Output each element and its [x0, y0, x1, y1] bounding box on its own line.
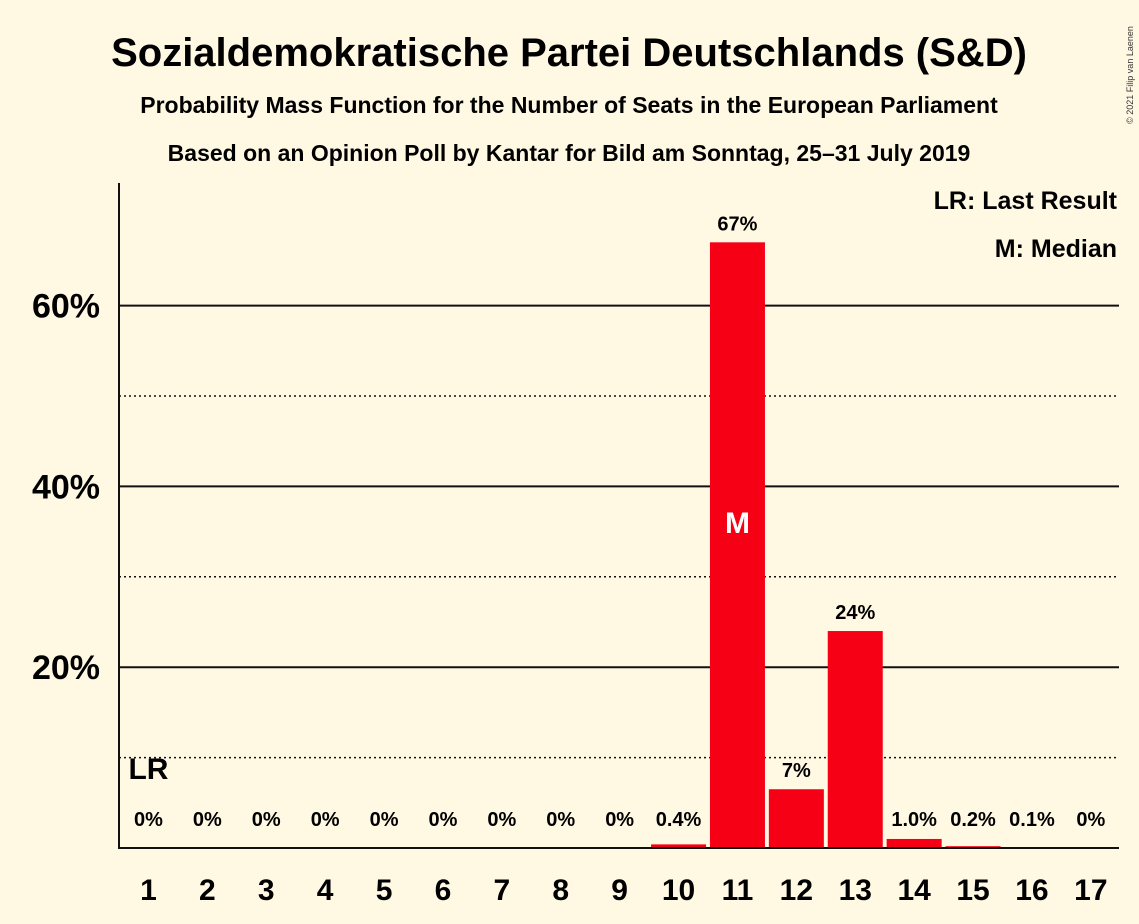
- bar-value-label: 0.2%: [950, 809, 996, 831]
- median-marker: M: [725, 507, 750, 540]
- y-tick-label: 60%: [32, 288, 100, 326]
- bar-value-label: 0%: [605, 809, 634, 831]
- x-tick-label: 7: [494, 874, 511, 907]
- bar-value-label: 0%: [311, 809, 340, 831]
- x-tick-label: 12: [780, 874, 813, 907]
- legend: LR: Last Result M: Median: [934, 187, 1118, 263]
- bar-value-label: 24%: [835, 602, 875, 624]
- y-axis-ticks: 20% 40% 60%: [32, 288, 100, 688]
- x-tick-label: 14: [897, 874, 931, 907]
- value-labels: 0% 0% 0% 0% 0% 0% 0% 0% 0% 0.4% 67% 7% 24% 1.0% 0.2% 0.…: [134, 213, 1106, 833]
- x-tick-label: 4: [317, 874, 334, 907]
- last-result-marker: LR: [128, 753, 168, 786]
- x-tick-label: 5: [376, 874, 393, 907]
- x-tick-label: 2: [199, 874, 216, 907]
- bar-value-label: 0%: [370, 809, 399, 831]
- y-tick-label: 20%: [32, 649, 100, 687]
- x-tick-label: 17: [1074, 874, 1107, 907]
- x-tick-label: 3: [258, 874, 275, 907]
- bar-value-label: 0%: [1076, 809, 1105, 831]
- bar-value-label: 0.4%: [656, 809, 702, 831]
- bar-value-label: 0%: [193, 809, 222, 831]
- bar-value-label: 0%: [428, 809, 457, 831]
- x-tick-label: 6: [435, 874, 452, 907]
- bar-value-label: 0%: [252, 809, 281, 831]
- bar: [886, 838, 942, 848]
- bar: [768, 789, 824, 848]
- chart-subtitle: Probability Mass Function for the Number…: [140, 92, 998, 118]
- bar-value-label: 0.1%: [1009, 809, 1055, 831]
- bar-value-label: 7%: [782, 760, 811, 782]
- bar-value-label: 0%: [546, 809, 575, 831]
- bar: [651, 844, 707, 848]
- bars: [651, 242, 1060, 848]
- x-tick-label: 13: [839, 874, 872, 907]
- markers: M LR: [128, 507, 750, 786]
- legend-entry: LR: Last Result: [934, 187, 1118, 215]
- x-tick-label: 16: [1015, 874, 1048, 907]
- bar: [709, 242, 765, 848]
- chart-title: Sozialdemokratische Partei Deutschlands …: [111, 31, 1027, 75]
- chart-poll-source: Based on an Opinion Poll by Kantar for B…: [168, 140, 971, 166]
- bar: [827, 631, 883, 848]
- x-tick-label: 8: [552, 874, 569, 907]
- gridlines: [119, 304, 1119, 759]
- bar-value-label: 67%: [717, 213, 757, 235]
- x-tick-label: 15: [956, 874, 989, 907]
- bar-value-label: 0%: [134, 809, 163, 831]
- y-tick-label: 40%: [32, 468, 100, 506]
- x-tick-label: 1: [140, 874, 157, 907]
- bar-value-label: 1.0%: [891, 809, 937, 831]
- copyright-notice: © 2021 Filip van Laenen: [1125, 26, 1135, 124]
- x-tick-label: 9: [611, 874, 628, 907]
- legend-entry: M: Median: [995, 235, 1117, 263]
- x-tick-label: 11: [722, 874, 754, 907]
- bar-value-label: 0%: [487, 809, 516, 831]
- x-axis-ticks: 1 2 3 4 5 6 7 8 9 10 11 12 13 14 15 16 17: [140, 874, 1107, 907]
- x-tick-label: 10: [662, 874, 695, 907]
